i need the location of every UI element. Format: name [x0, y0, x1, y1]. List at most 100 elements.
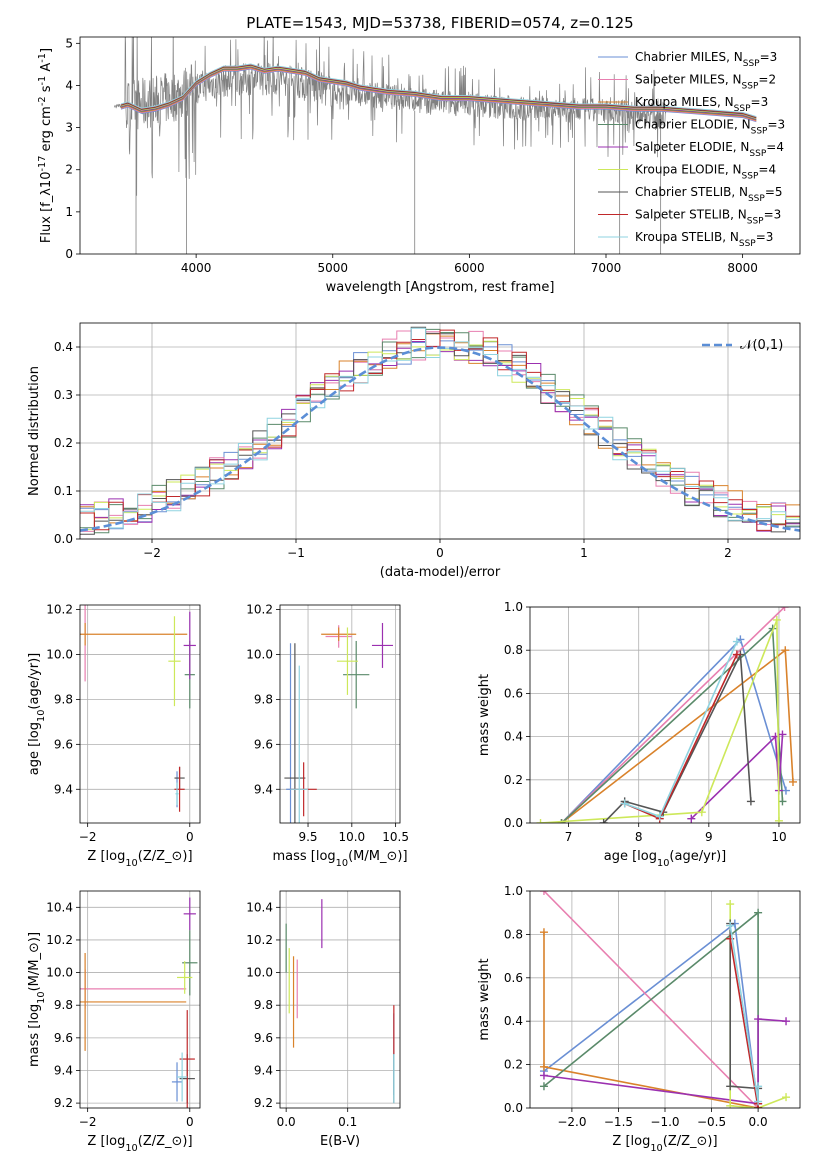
- x-tick-label: 10.0: [338, 830, 365, 844]
- weight-marker: [726, 900, 735, 909]
- axes-frame: [79, 890, 201, 1109]
- plot-area-mass_weight_vs_age: [536, 607, 797, 823]
- errorbar-point-7: [174, 766, 185, 812]
- errorbar-point-5: [177, 961, 193, 994]
- x-tick-label: −2: [143, 546, 161, 560]
- y-tick-label: 0.8: [504, 927, 523, 941]
- errorbar-point-5: [336, 627, 358, 695]
- y-tick-label: 1.0: [504, 600, 523, 614]
- y-tick-label: 0.0: [504, 816, 523, 830]
- y-tick-label: 0.4: [54, 340, 73, 354]
- axes-frame: [79, 322, 801, 540]
- weight-marker: [655, 812, 664, 821]
- subplot-mass_weight_vs_Z: −2.0 −1.5 −1.0 −0.5 0.0 0.0 0.2 0.4 0.6 0.8 1.0 Z […: [477, 884, 801, 1154]
- x-axis-label: Z [log10(Z/Z_⊙)]: [87, 1134, 192, 1154]
- legend-label-8: Kroupa STELIB, NSSP=3: [635, 230, 773, 249]
- plot-area-mass_vs_Z: [80, 897, 198, 1108]
- y-tick-label: 0.4: [504, 730, 523, 744]
- plot-area-mass_vs_ebv: [285, 899, 395, 1104]
- weight-marker: [726, 921, 735, 930]
- y-tick-label: 10.0: [46, 966, 73, 980]
- y-tick-label: 9.8: [254, 692, 273, 706]
- errorbar-point-2: [80, 622, 188, 646]
- x-tick-label: 0.1: [338, 1115, 357, 1129]
- weight-marker: [539, 928, 548, 937]
- figure-title: PLATE=1543, MJD=53738, FIBERID=0574, z=0…: [246, 14, 633, 32]
- weight-marker: [599, 819, 608, 823]
- legend-label-3: Chabrier ELODIE, NSSP=3: [635, 118, 785, 137]
- gaussian-legend-label: 𝒩(0,1): [740, 338, 783, 353]
- x-tick-label: −1.5: [604, 1115, 633, 1129]
- x-tick-label: 9.5: [298, 830, 317, 844]
- plot-area-spectrum: [113, 37, 757, 254]
- weight-marker: [697, 808, 706, 817]
- y-tick-label: 10.0: [46, 647, 73, 661]
- plot-area-age_vs_Z: [80, 605, 196, 812]
- x-tick-label: −0.5: [697, 1115, 726, 1129]
- y-tick-label: 5: [65, 36, 73, 50]
- axes-frame: [79, 36, 801, 255]
- y-axis-label: age [log10(age/yr)]: [27, 653, 47, 776]
- errorbar-point-2: [80, 953, 187, 1051]
- weight-marker: [620, 799, 629, 808]
- y-tick-label: 9.8: [54, 692, 73, 706]
- weight-marker: [539, 1082, 548, 1091]
- weight-marker: [778, 730, 787, 739]
- legend-label-6: Chabrier STELIB, NSSP=5: [635, 185, 783, 204]
- x-tick-label: 2: [724, 546, 732, 560]
- plot-area-age_vs_mass: [284, 622, 393, 823]
- x-tick-label: 0: [186, 830, 194, 844]
- spectrum-legend: Chabrier MILES, NSSP=3 Salpeter MILES, NS…: [598, 50, 785, 249]
- y-tick-label: 10.4: [46, 900, 73, 914]
- plot-area-residuals: [80, 326, 800, 535]
- weight-marker: [754, 1097, 763, 1106]
- x-tick-label: 0.0: [277, 1115, 296, 1129]
- subplot-mass_vs_ebv: 0.0 0.1 9.2 9.4 9.6 9.8 10.0 10.2 10.4 E(B-V): [246, 890, 401, 1149]
- residual-histogram-7: [80, 329, 800, 531]
- weight-series-7: [729, 938, 759, 1108]
- weight-marker: [781, 786, 790, 795]
- weight-series-5: [540, 619, 780, 823]
- axes-frame: [279, 604, 401, 824]
- x-tick-label: −2: [79, 1115, 97, 1129]
- weight-series-0: [561, 637, 787, 823]
- x-tick-label: 4000: [181, 261, 212, 275]
- x-axis-label: (data-model)/error: [380, 565, 501, 580]
- y-tick-label: 0.6: [504, 971, 523, 985]
- x-tick-label: −1: [287, 546, 305, 560]
- y-tick-label: 9.4: [54, 782, 73, 796]
- y-tick-label: 0.4: [504, 1014, 523, 1028]
- weight-marker: [539, 891, 548, 895]
- y-tick-label: 0.1: [54, 484, 73, 498]
- y-tick-label: 10.2: [246, 933, 273, 947]
- errorbar-point-8: [177, 1052, 188, 1102]
- x-tick-label: −1.0: [650, 1115, 679, 1129]
- x-tick-label: 1: [580, 546, 588, 560]
- y-tick-label: 0.2: [504, 1058, 523, 1072]
- y-tick-label: 10.2: [246, 602, 273, 616]
- y-tick-label: 0: [65, 247, 73, 261]
- y-tick-label: 4: [65, 78, 73, 92]
- weight-series-4: [543, 1018, 787, 1105]
- weight-series-1: [561, 607, 786, 823]
- weight-marker: [788, 777, 797, 786]
- y-tick-label: 0.2: [504, 773, 523, 787]
- y-tick-label: 1: [65, 205, 73, 219]
- y-tick-label: 0.0: [54, 532, 73, 546]
- legend-label-5: Kroupa ELODIE, NSSP=4: [635, 163, 776, 182]
- weight-marker: [732, 650, 741, 659]
- legend-label-2: Kroupa MILES, NSSP=3: [635, 95, 768, 114]
- y-tick-label: 9.2: [254, 1096, 273, 1110]
- y-tick-label: 9.2: [54, 1096, 73, 1110]
- model-spectrum-8: [120, 63, 757, 118]
- x-tick-label: 8: [635, 830, 643, 844]
- axes-frame: [79, 604, 201, 824]
- axes-frame: [529, 606, 801, 824]
- weight-marker: [746, 797, 755, 806]
- y-axis-label: mass [log10(M/M_⊙)]: [27, 932, 47, 1067]
- y-tick-label: 10.0: [246, 966, 273, 980]
- weight-marker: [781, 646, 790, 655]
- y-tick-label: 9.6: [254, 737, 273, 751]
